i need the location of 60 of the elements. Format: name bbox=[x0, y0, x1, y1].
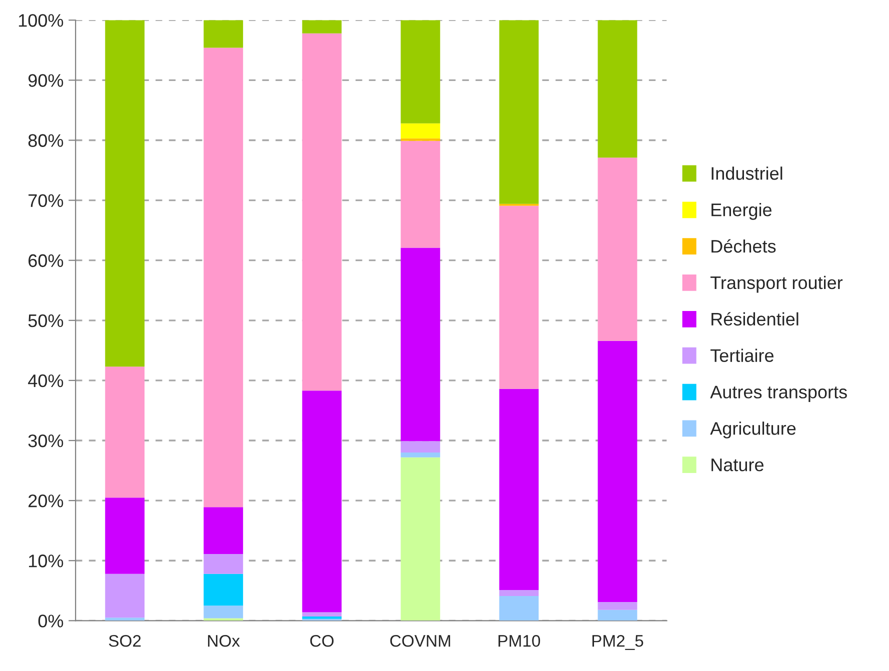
bar bbox=[302, 616, 342, 619]
x-tick-label: PM2_5 bbox=[592, 635, 644, 650]
y-tick-label: 20% bbox=[28, 494, 64, 508]
legend-label: Agriculture bbox=[710, 422, 796, 438]
bar bbox=[204, 48, 244, 508]
bar bbox=[400, 140, 440, 248]
bar bbox=[499, 206, 539, 389]
bar bbox=[105, 498, 145, 574]
bar bbox=[598, 20, 638, 158]
legend-label: Transport routier bbox=[710, 276, 843, 293]
bar bbox=[598, 340, 638, 602]
bar bbox=[598, 602, 638, 610]
y-tick-label: 90% bbox=[28, 74, 64, 87]
bar bbox=[400, 248, 440, 442]
x-tick-label: SO2 bbox=[108, 635, 141, 647]
bar bbox=[598, 158, 638, 341]
bar bbox=[105, 574, 145, 618]
bar bbox=[204, 606, 244, 618]
x-tick-label: CO bbox=[310, 635, 334, 647]
legend-label: Déchets bbox=[712, 239, 776, 253]
bar bbox=[499, 596, 539, 621]
bar bbox=[499, 590, 539, 596]
bar bbox=[499, 388, 539, 590]
y-tick-label: 60% bbox=[28, 254, 64, 268]
bar bbox=[204, 554, 244, 574]
x-tick-label: COVNM bbox=[390, 635, 450, 647]
x-tick-label: PM10 bbox=[498, 635, 540, 647]
y-tick-label: 0% bbox=[38, 614, 64, 628]
bar bbox=[400, 441, 440, 453]
bar bbox=[499, 20, 539, 204]
bar bbox=[105, 20, 145, 367]
legend-label: Energie bbox=[712, 203, 772, 220]
bar bbox=[302, 390, 342, 612]
y-tick-label: 70% bbox=[28, 194, 64, 208]
bar bbox=[302, 20, 342, 34]
y-tick-label: 40% bbox=[28, 374, 64, 388]
bar bbox=[204, 20, 244, 48]
legend-label: Nature bbox=[712, 458, 764, 472]
y-tick-label: 30% bbox=[28, 434, 64, 448]
bar bbox=[105, 366, 145, 498]
y-tick-label: 80% bbox=[28, 134, 64, 147]
bar bbox=[400, 20, 440, 124]
bar bbox=[400, 123, 440, 138]
bar bbox=[204, 574, 244, 606]
y-tick-label: 50% bbox=[28, 314, 64, 328]
bar bbox=[204, 507, 244, 554]
x-tick-label: NOx bbox=[208, 635, 240, 647]
bar bbox=[400, 138, 440, 141]
y-tick-label: 10% bbox=[29, 554, 64, 568]
bar bbox=[400, 452, 440, 458]
bar bbox=[105, 618, 145, 621]
legend-label: Autres transports bbox=[710, 386, 847, 402]
legend-label: Tertiaire bbox=[710, 348, 774, 362]
y-tick-label: 100% bbox=[18, 14, 64, 27]
legend-label: Industriel bbox=[712, 166, 782, 180]
bar bbox=[302, 33, 342, 391]
bar bbox=[400, 457, 440, 621]
bar bbox=[598, 610, 638, 621]
legend-label: Résidentiel bbox=[712, 312, 798, 326]
bar bbox=[302, 612, 342, 616]
